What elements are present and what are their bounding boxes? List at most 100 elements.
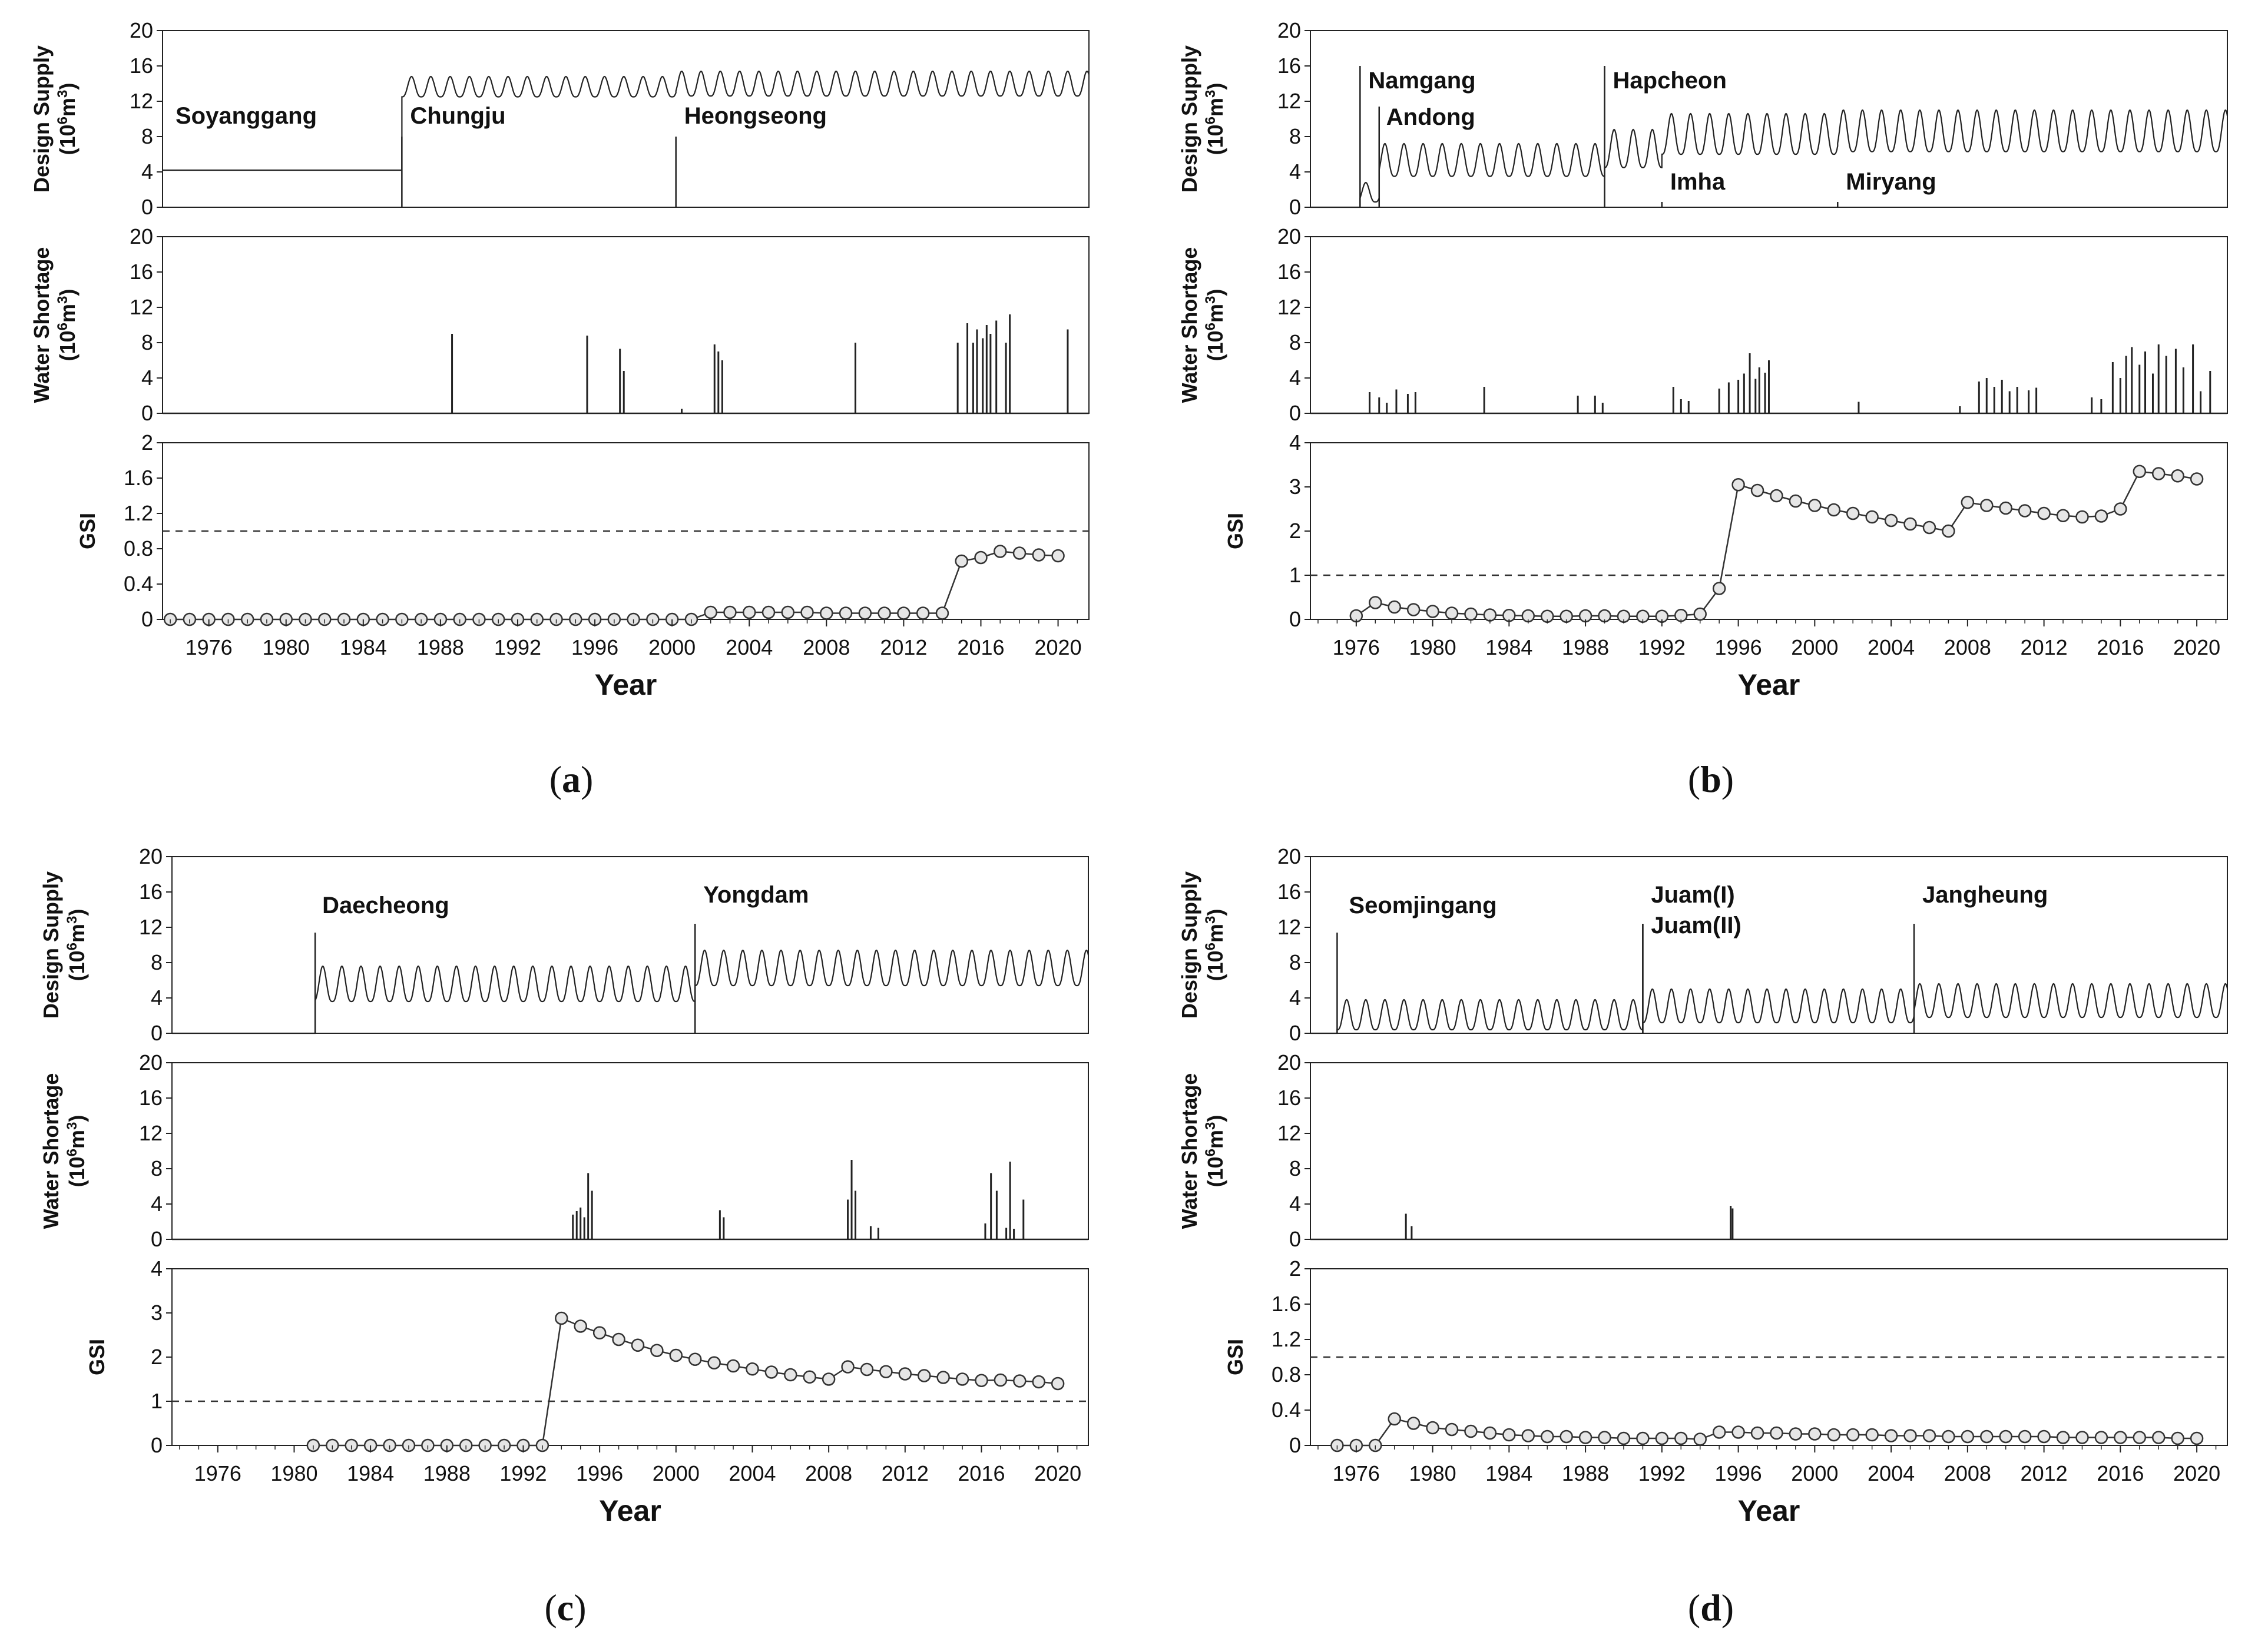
year-tick-label: 2012 (880, 635, 927, 659)
reservoir-label: Miryang (1846, 169, 1936, 195)
gsi-point (1827, 1428, 1841, 1442)
gsi-point (1693, 1432, 1707, 1446)
gsi-point (2114, 1431, 2127, 1444)
year-tick-label: 1996 (1715, 1461, 1762, 1485)
gsi-ytick-label: 1 (1289, 563, 1301, 587)
supply-ytick-label: 12 (130, 89, 153, 113)
water-shortage-axis-label-m: m (1203, 1130, 1227, 1149)
supply-ytick-label: 4 (1289, 160, 1301, 184)
gsi-point (1980, 499, 1994, 512)
gsi-point (1942, 524, 1955, 538)
shortage-ytick-label: 0 (141, 401, 153, 425)
gsi-point (1406, 1417, 1421, 1430)
reservoir-label: Jangheung (1922, 882, 2048, 908)
gsi-point (1560, 1430, 1573, 1444)
design-supply-axis-label-sup3: 3 (55, 90, 71, 98)
shortage-ytick-label: 12 (130, 295, 153, 319)
reservoir-label: Andong (1386, 104, 1475, 130)
water-shortage-axis-label: Water Shortage(106m3) (39, 1073, 89, 1229)
gsi-ytick-label: 2 (1289, 519, 1301, 543)
gsi-point (897, 606, 910, 620)
reservoir-label: Chungju (410, 103, 505, 129)
design-supply-axis-label-line1: Design Supply (39, 871, 63, 1019)
gsi-point (1426, 605, 1439, 618)
gsi-point (1999, 1430, 2012, 1444)
year-tick-label: 1988 (417, 635, 464, 659)
water-shortage-plot: 0 4 8 12 16 20 Water Shortage(106m3) (1177, 1050, 2228, 1251)
water-shortage-axis-label-sup3: 3 (55, 296, 71, 304)
gsi-ytick-label: 4 (151, 1256, 163, 1281)
shortage-ytick-label: 8 (141, 330, 153, 354)
year-tick-label: 2012 (882, 1461, 929, 1485)
water-shortage-axis-label-close: ) (1203, 289, 1227, 296)
shortage-ytick-label: 16 (139, 1086, 163, 1110)
gsi-point (2151, 1431, 2166, 1444)
shortage-ytick-label: 20 (130, 224, 153, 248)
gsi-point (1445, 1422, 1459, 1437)
gsi-point (878, 606, 891, 620)
gsi-point (1770, 1426, 1783, 1440)
year-tick-label: 1976 (186, 635, 233, 659)
gsi-point (898, 1367, 912, 1381)
supply-ytick-label: 12 (1277, 915, 1301, 939)
shortage-ytick-label: 12 (139, 1121, 163, 1145)
panel-caption: (c) (544, 1587, 586, 1629)
design-supply-axis-label-line1: Design Supply (1177, 45, 1201, 193)
gsi-point (2056, 1431, 2070, 1444)
gsi-point (1674, 1431, 1688, 1445)
design-supply-frame (1310, 30, 2228, 208)
gsi-point (2094, 509, 2108, 523)
panel-caption: (d) (1688, 1587, 1734, 1629)
water-shortage-axis-label-line2: (10 (55, 330, 80, 361)
x-axis-title: Year (1738, 1494, 1800, 1527)
gsi-point (1731, 478, 1745, 492)
gsi-point (1712, 1425, 1726, 1439)
caption-close: ) (574, 1587, 586, 1629)
gsi-ytick-label: 0 (151, 1433, 163, 1457)
gsi-point (975, 1374, 988, 1387)
gsi-point (574, 1319, 587, 1333)
gsi-point (1903, 1429, 1917, 1442)
gsi-point (1884, 513, 1898, 528)
shortage-ytick-label: 0 (1289, 401, 1301, 425)
gsi-point (820, 606, 833, 620)
year-tick-label: 1976 (1333, 635, 1380, 659)
water-shortage-axis-label-line2: (10 (65, 1156, 89, 1187)
design-supply-axis-label-close: ) (55, 83, 80, 90)
gsi-point (1051, 549, 1065, 563)
supply-ytick-label: 0 (1289, 1021, 1301, 1045)
gsi-ytick-label: 2 (141, 430, 153, 455)
reservoir-label: Yongdam (703, 882, 809, 908)
gsi-plot: 0 0.4 0.8 1.2 1.6 2 GSI 1976 1980 1984 1988 1992 199… (75, 430, 1090, 701)
water-shortage-axis-label-line1: Water Shortage (1177, 247, 1201, 403)
gsi-point (800, 605, 814, 619)
design-supply-axis-label-sup3: 3 (64, 916, 80, 924)
shortage-ytick-label: 0 (1289, 1227, 1301, 1251)
year-tick-label: 2016 (2097, 1461, 2144, 1485)
gsi-point (955, 554, 968, 568)
year-tick-label: 1992 (1638, 635, 1686, 659)
gsi-point (1483, 1426, 1497, 1440)
design-supply-axis-label-line2: (10 (55, 124, 80, 155)
gsi-point (707, 1356, 721, 1369)
gsi-ytick-label: 0 (141, 607, 153, 631)
gsi-point (1540, 1430, 1554, 1444)
water-shortage-axis-label: Water Shortage(106m3) (29, 247, 80, 403)
reservoir-label: Soyanggang (176, 103, 317, 129)
year-tick-label: 2000 (1791, 635, 1838, 659)
gsi-point (1655, 1431, 1669, 1445)
year-tick-label: 2016 (2097, 635, 2144, 659)
gsi-point (2037, 506, 2051, 520)
year-tick-label: 2008 (1944, 635, 1991, 659)
year-tick-label: 1992 (499, 1461, 547, 1485)
gsi-point (784, 1368, 797, 1382)
x-axis-title: Year (595, 668, 657, 701)
reservoir-label: Hapcheon (1613, 68, 1727, 94)
gsi-ytick-label: 1.6 (1272, 1292, 1301, 1316)
x-axis-title: Year (1738, 668, 1800, 701)
water-shortage-axis-label: Water Shortage(106m3) (1177, 247, 1227, 403)
gsi-point (1464, 607, 1478, 621)
gsi-point (592, 1326, 607, 1339)
reservoir-label: Seomjingang (1349, 893, 1496, 918)
water-shortage-axis-label-close: ) (65, 1115, 89, 1122)
